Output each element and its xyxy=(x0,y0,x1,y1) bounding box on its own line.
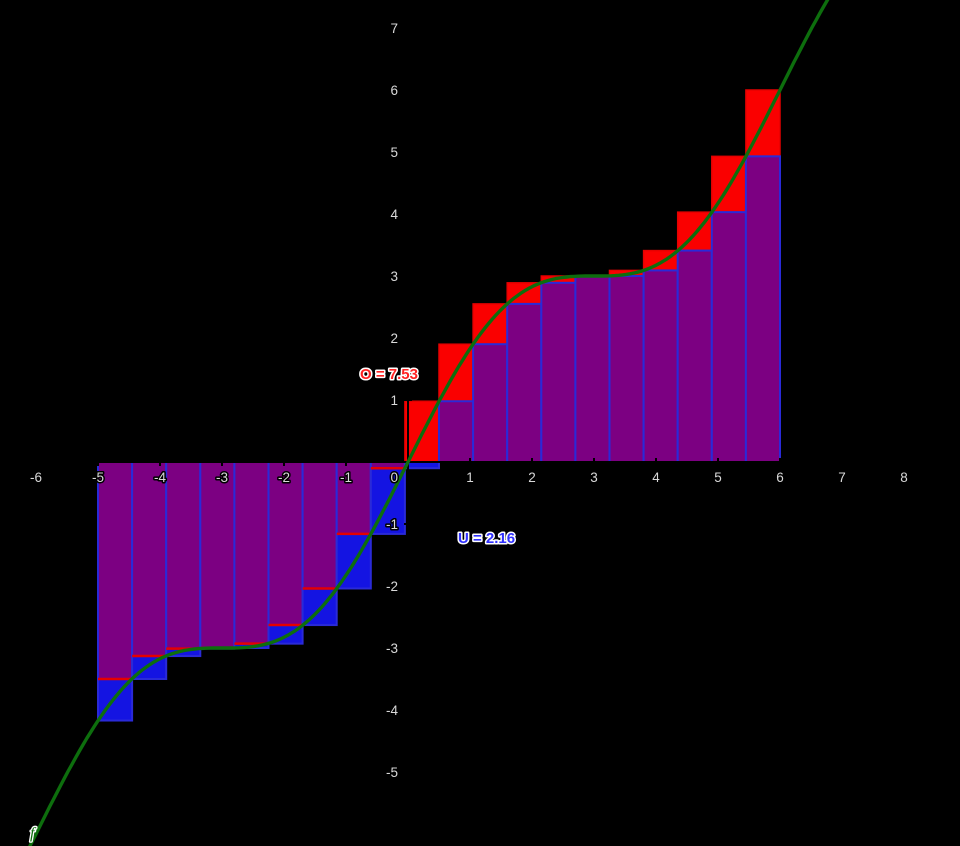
overlap-rect[interactable] xyxy=(165,461,202,650)
overlap-rect[interactable] xyxy=(97,461,134,680)
y-tick-label: -5 xyxy=(386,765,398,780)
function-label[interactable]: f xyxy=(29,824,39,844)
y-tick-label: 4 xyxy=(390,207,398,222)
x-tick-label: -6 xyxy=(30,470,42,485)
riemann-bar[interactable] xyxy=(506,282,543,463)
riemann-bar[interactable] xyxy=(131,461,168,680)
x-tick-label: -5 xyxy=(92,470,104,485)
x-tick-label: 7 xyxy=(838,470,846,485)
y-tick-label: 2 xyxy=(390,331,398,346)
x-tick-label: -1 xyxy=(340,470,352,485)
x-tick-label: -4 xyxy=(154,470,166,485)
y-tick-label: -1 xyxy=(386,517,398,532)
overlap-rect[interactable] xyxy=(642,269,679,464)
y-tick-labels: -5 -4 -3 -2 -1 1 2 3 4 5 6 7 xyxy=(384,20,400,782)
riemann-bar[interactable] xyxy=(301,461,338,627)
riemann-bar[interactable] xyxy=(676,211,713,463)
y-tick-label: -3 xyxy=(386,641,398,656)
riemann-bar[interactable] xyxy=(608,269,645,463)
y-tick-label: -4 xyxy=(386,703,398,718)
overlap-rect[interactable] xyxy=(608,275,645,463)
overlap-rect[interactable] xyxy=(199,461,236,649)
overlap-rect[interactable] xyxy=(233,461,270,645)
riemann-bar[interactable] xyxy=(574,275,611,463)
x-tick-label: 2 xyxy=(528,470,536,485)
y-tick-label: 7 xyxy=(390,21,398,36)
y-tick-label: 5 xyxy=(390,145,398,160)
overlap-rect[interactable] xyxy=(540,281,577,463)
x-tick-label: -2 xyxy=(278,470,290,485)
riemann-bar[interactable] xyxy=(199,461,236,650)
overlap-rect[interactable] xyxy=(267,461,304,627)
riemann-bars[interactable] xyxy=(97,89,782,722)
y-tick-label: 1 xyxy=(390,393,398,408)
upper-sum-label[interactable]: O = 7.53 xyxy=(359,365,420,385)
riemann-bar[interactable] xyxy=(165,461,202,658)
riemann-bar[interactable] xyxy=(438,343,475,463)
riemann-bar[interactable] xyxy=(267,461,304,645)
function-curve[interactable] xyxy=(24,0,839,846)
overlap-rect[interactable] xyxy=(472,343,509,464)
x-tick-label: 1 xyxy=(466,470,474,485)
x-tick-label: 8 xyxy=(900,470,908,485)
overlap-rect[interactable] xyxy=(574,275,611,463)
x-tick-label: 6 xyxy=(776,470,784,485)
x-tick-label: -3 xyxy=(216,470,228,485)
y-tick-label: 3 xyxy=(390,269,398,284)
overlap-rect[interactable] xyxy=(131,461,168,658)
x-tick-label: 4 xyxy=(652,470,660,485)
overlap-rect[interactable] xyxy=(676,249,713,463)
overlap-rect[interactable] xyxy=(301,461,338,590)
y-tick-label: 6 xyxy=(390,83,398,98)
y-tick-marks xyxy=(404,27,412,773)
overlap-rect[interactable] xyxy=(744,155,782,463)
riemann-bar[interactable] xyxy=(233,461,270,649)
x-tick-labels: -6 -5 -4 -3 -2 -1 1 2 3 4 5 6 7 8 xyxy=(28,469,909,487)
overlap-rect[interactable] xyxy=(710,211,747,463)
origin-label: 0 xyxy=(390,470,398,485)
overlap-rect[interactable] xyxy=(506,302,543,463)
riemann-bar[interactable] xyxy=(642,249,679,464)
x-tick-marks xyxy=(35,458,905,466)
x-tick-label: 5 xyxy=(714,470,722,485)
x-tick-label: 3 xyxy=(590,470,598,485)
y-tick-label: -2 xyxy=(386,579,398,594)
lower-sum-label[interactable]: U = 2.16 xyxy=(457,529,517,549)
overlap-rect[interactable] xyxy=(438,400,475,463)
riemann-bar[interactable] xyxy=(540,275,577,463)
riemann-bar[interactable] xyxy=(472,303,509,464)
